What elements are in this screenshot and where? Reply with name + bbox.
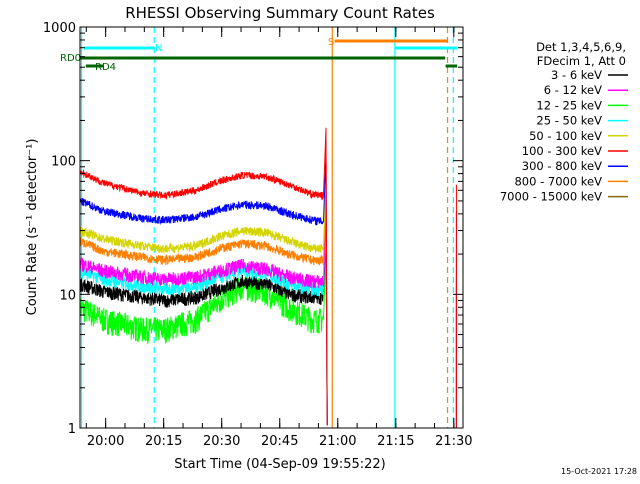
y-tick-label-3: 1000 [43,21,76,36]
legend-label-6: 300 - 800 keV [522,159,602,173]
x-tick-label-6: 21:30 [435,434,472,449]
flag-label-n: N [155,43,162,54]
legend-label-0: 3 - 6 keV [551,68,602,82]
legend-label-7: 800 - 7000 keV [514,174,602,188]
series-line-5 [79,127,328,426]
flag-label-rd4: RD4 [95,62,116,73]
series-line-6 [79,154,328,426]
x-tick-label-5: 21:15 [377,434,414,449]
flag-label-rd0: RD0 [60,53,81,64]
x-tick-label-3: 20:45 [261,434,298,449]
series-line-1 [79,213,328,426]
legend-label-2: 12 - 25 keV [536,98,602,112]
y-axis-label: Count Rate (s⁻¹ detector⁻¹) [25,139,40,316]
x-tick-label-2: 20:30 [203,434,240,449]
series-line-2 [79,251,328,426]
chart-title: RHESSI Observing Summary Count Rates [125,4,435,22]
legend-label-3: 25 - 50 keV [536,114,602,128]
y-tick-label-1: 10 [59,288,76,303]
plot-frame [79,26,464,429]
x-tick-label-4: 21:00 [319,434,356,449]
legend-label-4: 50 - 100 keV [529,129,602,143]
timestamp: 15-Oct-2021 17:28 [561,467,637,476]
legend: Det 1,3,4,5,6,9, FDecim 1, Att 0 3 - 6 k… [500,40,628,204]
y-tick-label-0: 1 [68,422,76,437]
legend-label-1: 6 - 12 keV [544,83,602,97]
x-tick-label-1: 20:15 [145,434,182,449]
axes: 1 10 100 1000 20:00 20:15 20:30 20:45 21:00 21:15… [43,21,473,449]
legend-header-2: FDecim 1, Att 0 [537,54,626,68]
legend-label-8: 7000 - 15000 keV [500,190,602,204]
x-axis-label: Start Time (04-Sep-09 19:55:22) [174,457,385,472]
plot-area: RD0 RD4 N S [60,27,458,428]
y-tick-label-2: 100 [51,155,76,170]
legend-header-1: Det 1,3,4,5,6,9, [536,40,626,54]
legend-label-5: 100 - 300 keV [522,144,602,158]
flag-label-s: S [328,37,334,48]
x-tick-label-0: 20:00 [87,434,124,449]
series-line-7 [79,192,328,426]
series-line-4 [79,180,328,426]
